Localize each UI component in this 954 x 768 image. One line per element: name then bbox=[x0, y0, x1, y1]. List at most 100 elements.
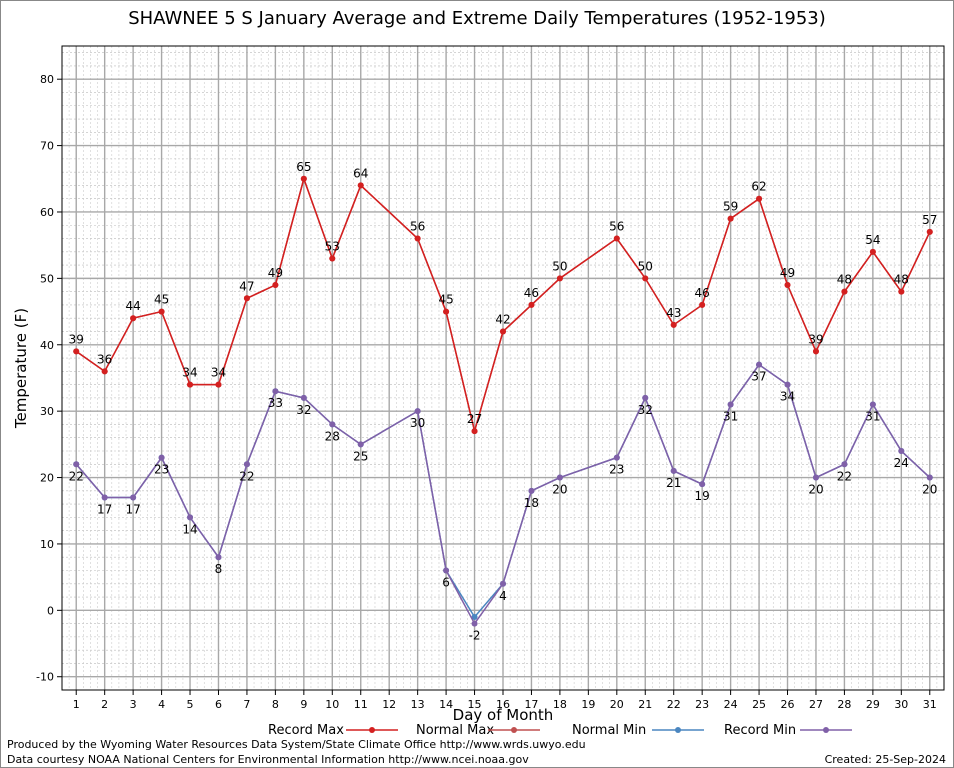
record-min-label: 17 bbox=[125, 502, 140, 516]
record-max-label: 56 bbox=[410, 220, 425, 234]
record-max-label: 50 bbox=[638, 259, 653, 273]
x-tick-label: 20 bbox=[610, 698, 624, 711]
footer-created: Created: 25-Sep-2024 bbox=[824, 753, 946, 766]
record-min-label: 30 bbox=[410, 416, 425, 430]
record-min-point bbox=[500, 580, 506, 587]
record-max-label: 53 bbox=[325, 239, 340, 253]
x-tick-label: 25 bbox=[752, 698, 766, 711]
record-min-label: 32 bbox=[296, 403, 311, 417]
record-max-label: 49 bbox=[268, 266, 283, 280]
record-min-label: 32 bbox=[638, 403, 653, 417]
x-tick-label: 5 bbox=[187, 698, 194, 711]
record-max-point bbox=[243, 295, 250, 302]
record-max-point bbox=[699, 301, 706, 308]
x-tick-label: 14 bbox=[439, 698, 453, 711]
record-min-label: 17 bbox=[97, 502, 112, 516]
record-min-point bbox=[73, 461, 80, 468]
record-max-point bbox=[756, 195, 763, 202]
record-max-point bbox=[73, 348, 80, 355]
y-tick-label: 40 bbox=[40, 339, 54, 352]
x-tick-label: 6 bbox=[215, 698, 222, 711]
record-min-label: -2 bbox=[469, 629, 481, 643]
record-min-point bbox=[898, 447, 905, 454]
x-tick-label: 28 bbox=[837, 698, 851, 711]
record-min-label: 21 bbox=[666, 476, 681, 490]
record-max-label: 65 bbox=[296, 160, 311, 174]
record-max-point bbox=[471, 428, 478, 435]
record-max-label: 27 bbox=[467, 412, 482, 426]
record-min-label: 23 bbox=[609, 463, 624, 477]
x-tick-label: 18 bbox=[553, 698, 567, 711]
record-max-point bbox=[130, 315, 137, 322]
x-tick-label: 2 bbox=[101, 698, 108, 711]
y-tick-label: 10 bbox=[40, 538, 54, 551]
x-tick-label: 13 bbox=[411, 698, 425, 711]
record-min-point bbox=[130, 494, 137, 501]
x-tick-label: 21 bbox=[638, 698, 652, 711]
record-min-label: 22 bbox=[837, 469, 852, 483]
record-min-label: 31 bbox=[865, 410, 880, 424]
record-min-point bbox=[243, 461, 250, 468]
legend-label-normal-max: Normal Max bbox=[416, 723, 494, 738]
record-max-point bbox=[187, 381, 194, 388]
x-tick-label: 27 bbox=[809, 698, 823, 711]
x-tick-label: 16 bbox=[496, 698, 510, 711]
record-max-label: 48 bbox=[837, 273, 852, 287]
x-tick-label: 19 bbox=[581, 698, 595, 711]
record-max-point bbox=[158, 308, 165, 315]
x-tick-label: 9 bbox=[300, 698, 307, 711]
record-max-label: 54 bbox=[865, 233, 880, 247]
record-max-point bbox=[556, 275, 563, 282]
y-tick-label: 0 bbox=[47, 604, 54, 617]
record-min-label: 22 bbox=[239, 469, 254, 483]
record-max-label: 62 bbox=[751, 180, 766, 194]
record-max-point bbox=[812, 348, 819, 355]
record-max-point bbox=[300, 175, 307, 182]
record-min-label: 37 bbox=[751, 370, 766, 384]
x-tick-label: 23 bbox=[695, 698, 709, 711]
x-tick-label: 26 bbox=[781, 698, 795, 711]
normal-min-point bbox=[471, 613, 478, 620]
chart-title: SHAWNEE 5 S January Average and Extreme … bbox=[128, 8, 826, 29]
x-tick-label: 10 bbox=[325, 698, 339, 711]
legend-marker-normal-min bbox=[675, 727, 681, 733]
record-max-label: 46 bbox=[524, 286, 539, 300]
record-min-point bbox=[756, 361, 763, 368]
record-max-point bbox=[727, 215, 734, 222]
record-min-label: 28 bbox=[325, 429, 340, 443]
y-tick-label: 60 bbox=[40, 206, 54, 219]
record-max-point bbox=[500, 328, 506, 335]
record-min-label: 34 bbox=[780, 390, 795, 404]
x-tick-label: 12 bbox=[382, 698, 396, 711]
record-max-label: 56 bbox=[609, 220, 624, 234]
record-max-point bbox=[414, 235, 421, 242]
record-min-point bbox=[784, 381, 791, 388]
record-max-point bbox=[784, 282, 791, 289]
record-max-label: 57 bbox=[922, 213, 937, 227]
record-min-point bbox=[727, 401, 734, 408]
record-max-point bbox=[357, 182, 364, 189]
record-min-point bbox=[443, 567, 450, 574]
axis-ticks: 1 2 3 4 5 6 7 8 9 10 11 12 13 14 15 16 17 18 19 20 21 22 23 24 2… bbox=[36, 73, 937, 711]
record-min-point bbox=[187, 514, 194, 521]
x-tick-label: 22 bbox=[667, 698, 681, 711]
y-axis-label: Temperature (F) bbox=[12, 308, 30, 429]
record-min-label: 4 bbox=[499, 589, 507, 603]
record-min-point bbox=[272, 388, 279, 395]
record-max-point bbox=[869, 248, 876, 255]
x-tick-label: 1 bbox=[73, 698, 80, 711]
x-tick-label: 15 bbox=[468, 698, 482, 711]
record-max-label: 46 bbox=[695, 286, 710, 300]
legend-label-normal-min: Normal Min bbox=[572, 723, 646, 738]
record-min-label: 33 bbox=[268, 396, 283, 410]
x-tick-label: 31 bbox=[923, 698, 937, 711]
record-min-point bbox=[158, 454, 165, 461]
record-max-label: 39 bbox=[69, 332, 84, 346]
record-max-point bbox=[329, 255, 336, 262]
record-min-point bbox=[841, 461, 848, 468]
record-max-label: 34 bbox=[182, 366, 197, 380]
record-min-point bbox=[329, 421, 336, 428]
record-max-label: 39 bbox=[808, 332, 823, 346]
legend-label-record-min: Record Min bbox=[724, 723, 796, 738]
